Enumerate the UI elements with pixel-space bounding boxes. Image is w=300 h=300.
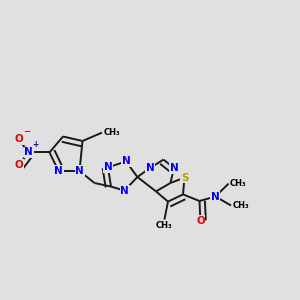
Text: N: N (54, 166, 63, 176)
Text: N: N (103, 162, 112, 172)
Text: −: − (23, 127, 30, 136)
Text: N: N (169, 163, 178, 173)
Text: S: S (181, 172, 188, 183)
Text: N: N (146, 163, 154, 173)
Text: N: N (122, 156, 130, 167)
Text: N: N (211, 191, 220, 202)
Text: O: O (14, 160, 23, 170)
Text: CH₃: CH₃ (232, 201, 249, 210)
Text: +: + (32, 140, 39, 149)
Text: CH₃: CH₃ (156, 221, 173, 230)
Text: N: N (24, 147, 33, 158)
Text: N: N (75, 166, 84, 176)
Text: O: O (196, 215, 205, 226)
Text: O: O (14, 134, 23, 145)
Text: CH₃: CH₃ (230, 179, 247, 188)
Text: N: N (120, 185, 129, 196)
Text: CH₃: CH₃ (103, 128, 120, 137)
